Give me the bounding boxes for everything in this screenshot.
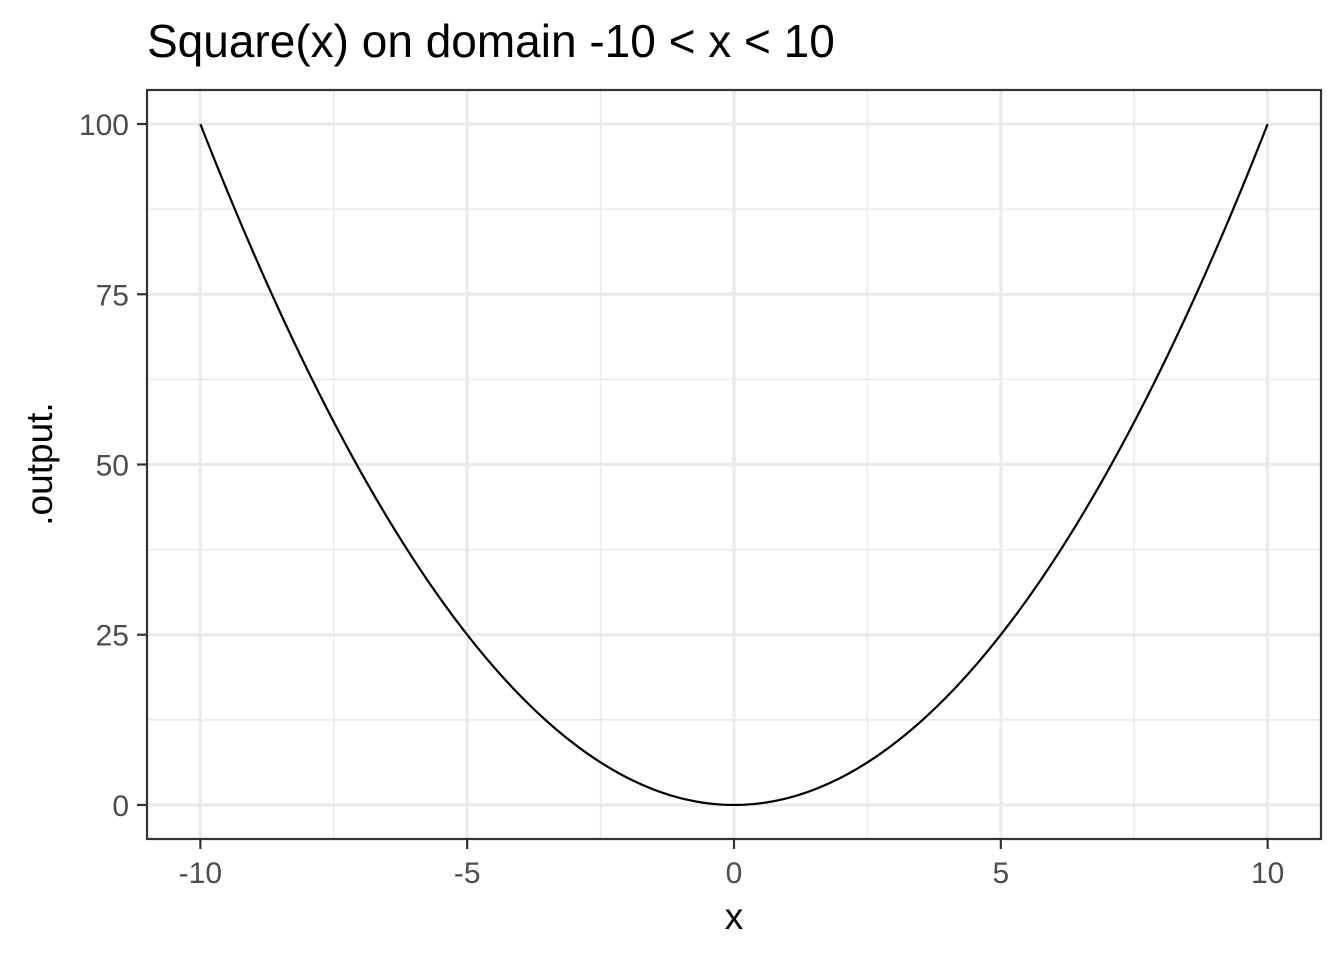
x-tick-label: -5: [454, 857, 481, 890]
grid: [147, 90, 1321, 839]
x-axis-title: x: [725, 896, 744, 937]
x-tick-label: -10: [179, 857, 222, 890]
series-layer: [199, 123, 1269, 807]
y-tick-label: 25: [96, 620, 129, 653]
y-tick-label: 75: [96, 279, 129, 312]
x-tick-label: 5: [992, 857, 1009, 890]
x-tick-labels: -10 -5 0 5 10: [179, 857, 1285, 890]
y-tick-labels: 0 25 50 75 100: [79, 109, 129, 823]
y-tick-label: 0: [112, 790, 129, 823]
y-tick-label: 100: [79, 109, 129, 142]
ticks: [137, 122, 1269, 849]
chart-title: Square(x) on domain -10 < x < 10: [147, 15, 835, 67]
x-tick-label: 10: [1251, 857, 1284, 890]
y-axis-title: .output.: [19, 402, 60, 525]
y-tick-label: 50: [96, 450, 129, 483]
x-tick-label: 0: [726, 857, 743, 890]
series-line: [199, 123, 1269, 807]
